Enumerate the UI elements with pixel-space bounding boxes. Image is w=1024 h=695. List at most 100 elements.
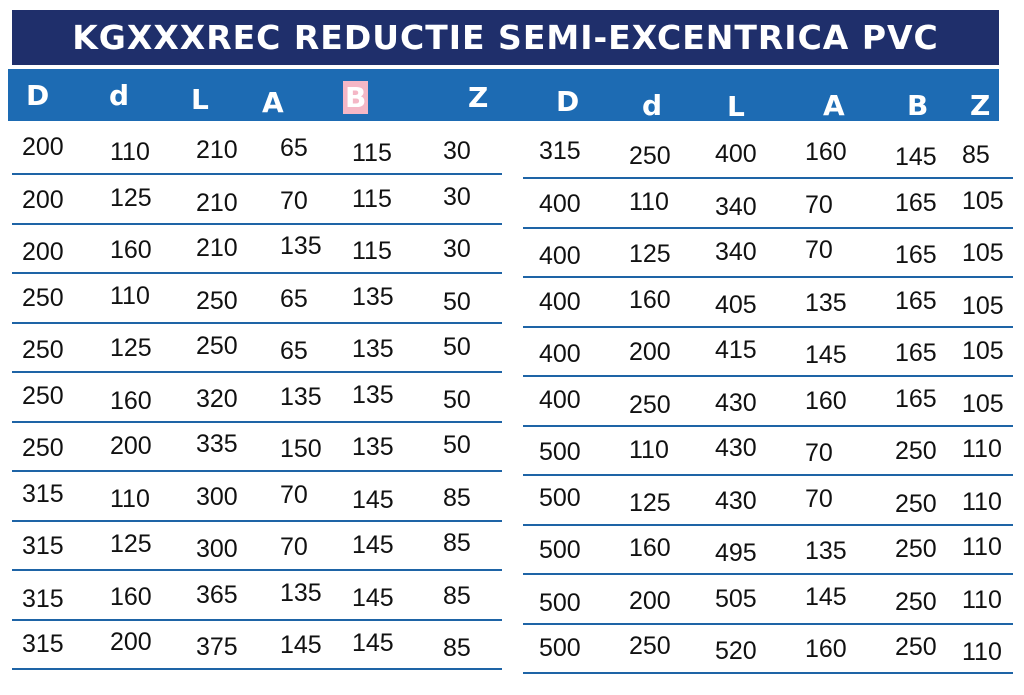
table-row: 250 200 335 150 135 50 bbox=[12, 423, 502, 472]
table-cell: 200 bbox=[629, 586, 671, 615]
table-cell: 400 bbox=[539, 385, 581, 414]
table-cell: 70 bbox=[805, 236, 833, 264]
table-cell: 85 bbox=[443, 483, 471, 512]
row-rule bbox=[12, 272, 502, 274]
table-row: 250 125 250 65 135 50 bbox=[12, 324, 502, 373]
table-cell: 115 bbox=[352, 237, 392, 265]
row-rule bbox=[12, 222, 502, 225]
table-cell: 340 bbox=[715, 192, 757, 221]
table-cell: 430 bbox=[715, 434, 757, 462]
table-cell: 210 bbox=[196, 188, 238, 217]
table-cell: 250 bbox=[22, 381, 64, 410]
row-rule bbox=[523, 276, 1013, 278]
table-cell: 405 bbox=[715, 290, 757, 319]
table-cell: 135 bbox=[805, 288, 847, 317]
table-cell: 315 bbox=[22, 630, 64, 658]
table-cell: 375 bbox=[196, 633, 238, 661]
row-rule bbox=[523, 622, 1013, 625]
header-left-A: A bbox=[262, 86, 284, 119]
table-cell: 500 bbox=[539, 634, 581, 662]
header-right-L: L bbox=[727, 90, 745, 123]
table-cell: 320 bbox=[196, 384, 238, 413]
table-cell: 70 bbox=[805, 484, 833, 513]
table-cell: 135 bbox=[280, 382, 322, 411]
table-cell: 430 bbox=[715, 388, 757, 417]
table-cell: 105 bbox=[962, 389, 1004, 418]
table-row: 250 160 320 135 135 50 bbox=[12, 374, 502, 423]
header-left-L: L bbox=[191, 83, 209, 116]
table-row: 400 200 415 145 165 105 bbox=[523, 328, 1013, 377]
table-cell: 160 bbox=[629, 534, 671, 562]
table-cell: 105 bbox=[962, 337, 1004, 365]
table-cell: 250 bbox=[895, 489, 937, 518]
table-cell: 160 bbox=[805, 635, 847, 663]
table-cell: 70 bbox=[805, 190, 833, 219]
table-cell: 200 bbox=[629, 338, 671, 366]
table-cell: 400 bbox=[539, 287, 581, 316]
table-cell: 70 bbox=[280, 480, 308, 509]
table-cell: 400 bbox=[539, 189, 581, 218]
table-cell: 145 bbox=[805, 341, 847, 369]
table-cell: 200 bbox=[110, 432, 152, 460]
table-cell: 110 bbox=[110, 484, 150, 513]
table-cell: 85 bbox=[962, 141, 990, 169]
table-cell: 250 bbox=[196, 332, 238, 360]
table-cell: 250 bbox=[22, 283, 64, 312]
table-cell: 110 bbox=[962, 638, 1002, 666]
table-cell: 300 bbox=[196, 535, 238, 563]
table-cell: 125 bbox=[110, 530, 152, 558]
row-rule bbox=[12, 668, 502, 670]
header-right-A: A bbox=[823, 89, 845, 122]
table-cell: 200 bbox=[110, 628, 152, 656]
table-cell: 145 bbox=[352, 629, 394, 657]
table-cell: 105 bbox=[962, 291, 1004, 320]
table-cell: 50 bbox=[443, 431, 471, 459]
table-cell: 125 bbox=[629, 488, 671, 517]
header-right-Z: Z bbox=[970, 89, 991, 122]
table-cell: 495 bbox=[715, 539, 757, 567]
table-row: 315 125 300 70 145 85 bbox=[12, 522, 502, 571]
table-cell: 135 bbox=[352, 282, 394, 311]
table-row: 315 160 365 135 145 85 bbox=[12, 572, 502, 621]
table-cell: 135 bbox=[805, 537, 847, 565]
table-cell: 50 bbox=[443, 287, 471, 316]
header-right-D: D bbox=[556, 85, 580, 118]
table-cell: 165 bbox=[895, 188, 937, 217]
table-cell: 50 bbox=[443, 385, 471, 414]
header-right-B: B bbox=[907, 89, 929, 122]
table-cell: 430 bbox=[715, 486, 757, 515]
table-cell: 110 bbox=[962, 435, 1002, 463]
table-row: 200 160 210 135 115 30 bbox=[12, 225, 502, 274]
table-cell: 110 bbox=[629, 187, 669, 216]
row-rule bbox=[12, 569, 502, 571]
row-rule bbox=[12, 420, 502, 423]
table-cell: 105 bbox=[962, 186, 1004, 215]
table-cell: 165 bbox=[895, 286, 937, 315]
table-row: 500 160 495 135 250 110 bbox=[523, 526, 1013, 575]
header-bar: D d L A B Z D d L A B Z bbox=[8, 69, 999, 123]
table-cell: 65 bbox=[280, 134, 308, 162]
row-rule bbox=[523, 325, 1013, 328]
table-cell: 70 bbox=[805, 439, 833, 467]
table-cell: 110 bbox=[110, 138, 150, 166]
header-left-B: B bbox=[343, 81, 369, 114]
table-cell: 335 bbox=[196, 430, 238, 458]
table-cell: 250 bbox=[895, 587, 937, 616]
table-cell: 300 bbox=[196, 482, 238, 511]
table-cell: 115 bbox=[352, 184, 392, 213]
table-cell: 315 bbox=[539, 137, 581, 165]
header-left-D: D bbox=[26, 79, 50, 112]
table-cell: 165 bbox=[895, 339, 937, 367]
table-cell: 200 bbox=[22, 133, 64, 161]
table-row: 400 160 405 135 165 105 bbox=[523, 279, 1013, 328]
table-cell: 210 bbox=[196, 234, 238, 262]
table-cell: 65 bbox=[280, 284, 308, 313]
table-cell: 505 bbox=[715, 584, 757, 613]
table-cell: 135 bbox=[280, 232, 322, 260]
table-row: 400 250 430 160 165 105 bbox=[523, 378, 1013, 427]
table-cell: 135 bbox=[352, 380, 394, 409]
table-cell: 50 bbox=[443, 333, 471, 361]
table-row: 315 200 375 145 145 85 bbox=[12, 621, 502, 670]
table-cell: 145 bbox=[895, 143, 937, 171]
table-cell: 125 bbox=[110, 334, 152, 362]
